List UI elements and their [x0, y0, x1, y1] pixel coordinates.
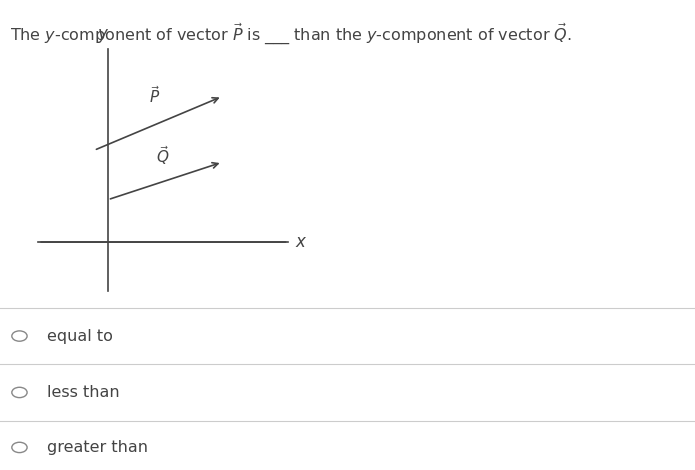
Text: $x$: $x$ — [295, 233, 308, 251]
Text: greater than: greater than — [47, 440, 148, 455]
Text: The $y$-component of vector $\vec{P}$ is ___ than the $y$-component of vector $\: The $y$-component of vector $\vec{P}$ is… — [10, 21, 572, 46]
Text: $\vec{Q}$: $\vec{Q}$ — [156, 144, 170, 167]
Text: $\vec{P}$: $\vec{P}$ — [149, 85, 161, 106]
Text: $y$: $y$ — [97, 27, 109, 45]
Text: less than: less than — [47, 385, 120, 400]
Text: equal to: equal to — [47, 329, 113, 344]
